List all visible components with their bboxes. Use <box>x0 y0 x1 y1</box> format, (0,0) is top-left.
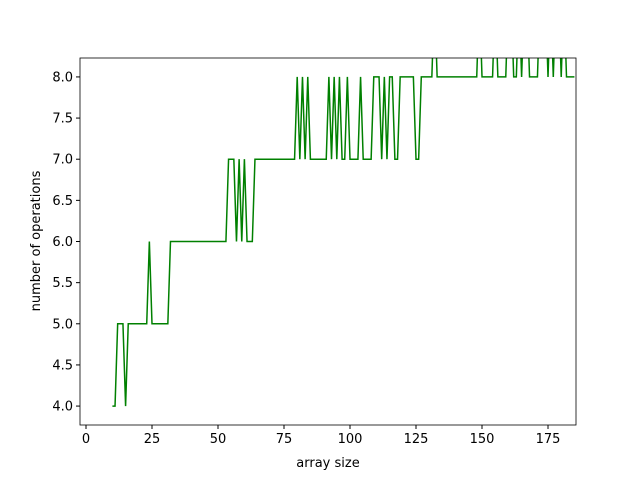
x-tick-label: 175 <box>536 432 561 447</box>
x-tick-label: 150 <box>470 432 495 447</box>
x-tick-label: 75 <box>276 432 293 447</box>
y-tick-label: 7.5 <box>52 112 73 127</box>
y-tick-label: 8.0 <box>52 70 73 85</box>
y-tick-label: 6.0 <box>52 235 73 250</box>
x-tick-label: 50 <box>210 432 227 447</box>
y-tick-label: 4.5 <box>52 358 73 373</box>
y-tick-label: 5.5 <box>52 276 73 291</box>
data-line <box>112 58 575 407</box>
plot-frame <box>79 57 577 426</box>
y-tick-label: 5.0 <box>52 317 73 332</box>
x-tick-label: 25 <box>144 432 161 447</box>
x-tick-label: 0 <box>82 432 90 447</box>
y-tick-label: 4.0 <box>52 400 73 415</box>
x-tick-label: 100 <box>338 432 363 447</box>
x-tick-label: 125 <box>404 432 429 447</box>
x-axis-label: array size <box>296 456 359 471</box>
y-tick-label: 6.5 <box>52 194 73 209</box>
y-tick-label: 7.0 <box>52 153 73 168</box>
y-axis-label: number of operations <box>29 170 44 311</box>
